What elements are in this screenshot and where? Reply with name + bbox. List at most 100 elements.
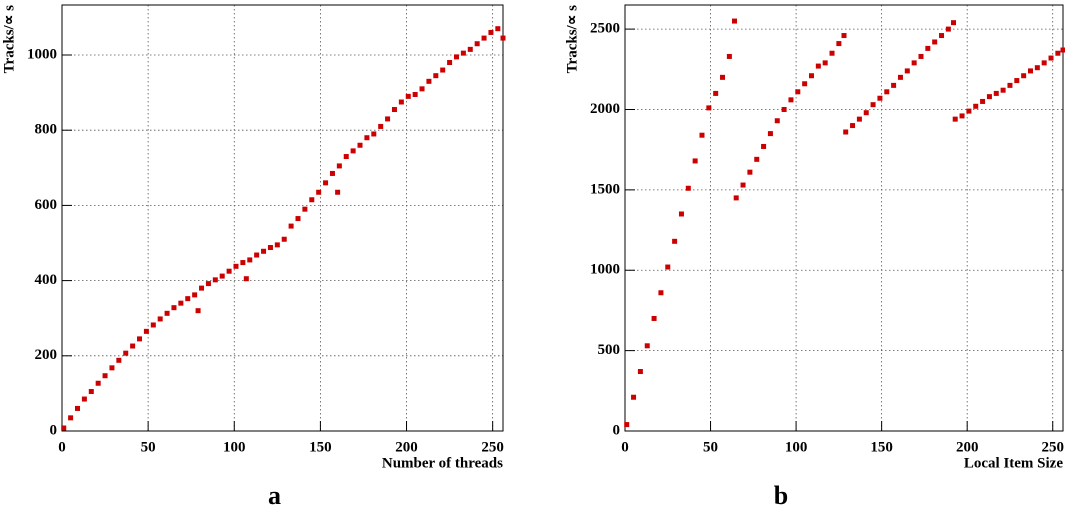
data-point: [295, 216, 301, 222]
data-point: [391, 107, 397, 113]
data-point: [1041, 60, 1047, 66]
data-point: [426, 78, 432, 84]
data-point: [973, 103, 979, 109]
data-point: [781, 106, 787, 112]
data-point: [75, 405, 81, 411]
data-point: [495, 26, 501, 32]
y-axis-label: Tracks/∝ s: [564, 5, 580, 74]
data-point: [371, 131, 377, 137]
data-point: [143, 328, 149, 334]
x-tick-label: 250: [1041, 439, 1064, 455]
data-point: [1007, 82, 1013, 88]
y-tick-label: 600: [35, 197, 58, 213]
data-point: [398, 99, 404, 105]
data-point: [164, 310, 170, 316]
data-point: [644, 343, 650, 349]
panel-label: a: [268, 481, 281, 510]
data-point: [754, 156, 760, 162]
y-tick-label: 1500: [590, 181, 620, 197]
data-point: [939, 33, 945, 39]
data-point: [157, 316, 163, 322]
panel-label: b: [774, 481, 788, 510]
data-point: [95, 380, 101, 386]
data-point: [243, 276, 249, 282]
data-point: [335, 189, 341, 195]
y-tick-label: 1000: [27, 46, 57, 62]
data-point: [88, 389, 94, 395]
y-tick-label: 800: [35, 122, 58, 138]
data-point: [925, 45, 931, 51]
data-point: [185, 296, 191, 302]
data-point: [863, 110, 869, 116]
data-point: [433, 73, 439, 79]
data-point: [364, 135, 370, 141]
data-point: [1048, 55, 1054, 61]
data-point: [692, 158, 698, 164]
data-point: [672, 238, 678, 244]
x-tick-label: 150: [870, 439, 893, 455]
data-point: [1021, 73, 1027, 79]
data-point: [254, 252, 260, 258]
data-point: [343, 154, 349, 160]
data-point: [720, 74, 726, 80]
data-point: [808, 73, 814, 79]
data-point: [474, 41, 480, 47]
data-point: [405, 93, 411, 99]
y-tick-label: 400: [35, 272, 58, 288]
data-point: [891, 82, 897, 88]
data-point: [795, 89, 801, 95]
data-point: [316, 189, 322, 195]
data-point: [1014, 78, 1020, 84]
data-point: [488, 29, 494, 35]
data-point: [447, 60, 453, 66]
data-point: [336, 163, 342, 169]
data-point: [1060, 47, 1065, 53]
data-point: [870, 102, 876, 108]
y-tick-label: 500: [598, 342, 621, 358]
data-point: [199, 285, 205, 291]
data-point: [829, 50, 835, 56]
data-point: [986, 94, 992, 100]
data-point: [951, 20, 956, 26]
data-point: [658, 290, 664, 296]
data-point: [843, 129, 849, 135]
data-point: [171, 305, 177, 311]
data-point: [178, 300, 184, 306]
x-tick-label: 200: [395, 439, 418, 455]
data-point: [993, 90, 999, 96]
plot-frame: [624, 4, 1064, 432]
x-tick-label: 150: [309, 439, 332, 455]
data-point: [61, 425, 67, 431]
data-point: [247, 257, 253, 263]
data-point: [904, 68, 910, 74]
data-point: [665, 264, 671, 270]
y-tick-label: 2000: [590, 101, 620, 117]
data-point: [884, 89, 890, 95]
y-tick-label: 0: [613, 422, 621, 438]
data-point: [205, 281, 211, 287]
data-point: [240, 260, 246, 266]
data-point: [419, 86, 425, 92]
data-point: [932, 39, 938, 45]
data-point: [761, 143, 767, 149]
data-point: [378, 123, 384, 129]
data-point: [841, 33, 847, 39]
x-tick-label: 0: [621, 439, 629, 455]
data-point: [288, 223, 294, 229]
data-point: [261, 248, 267, 254]
y-axis-label: Tracks/∝ s: [1, 5, 17, 74]
data-point: [850, 123, 856, 129]
data-point: [116, 357, 122, 363]
data-point: [767, 131, 773, 137]
plot-frame: [61, 4, 504, 432]
data-point: [637, 369, 643, 375]
x-tick-label: 50: [703, 439, 718, 455]
data-point: [123, 350, 129, 356]
data-point: [713, 90, 719, 96]
data-point: [897, 74, 903, 80]
y-tick-label: 200: [35, 347, 58, 363]
data-point: [802, 81, 808, 87]
data-point: [732, 18, 737, 24]
x-tick-label: 100: [785, 439, 808, 455]
data-point: [788, 97, 794, 103]
